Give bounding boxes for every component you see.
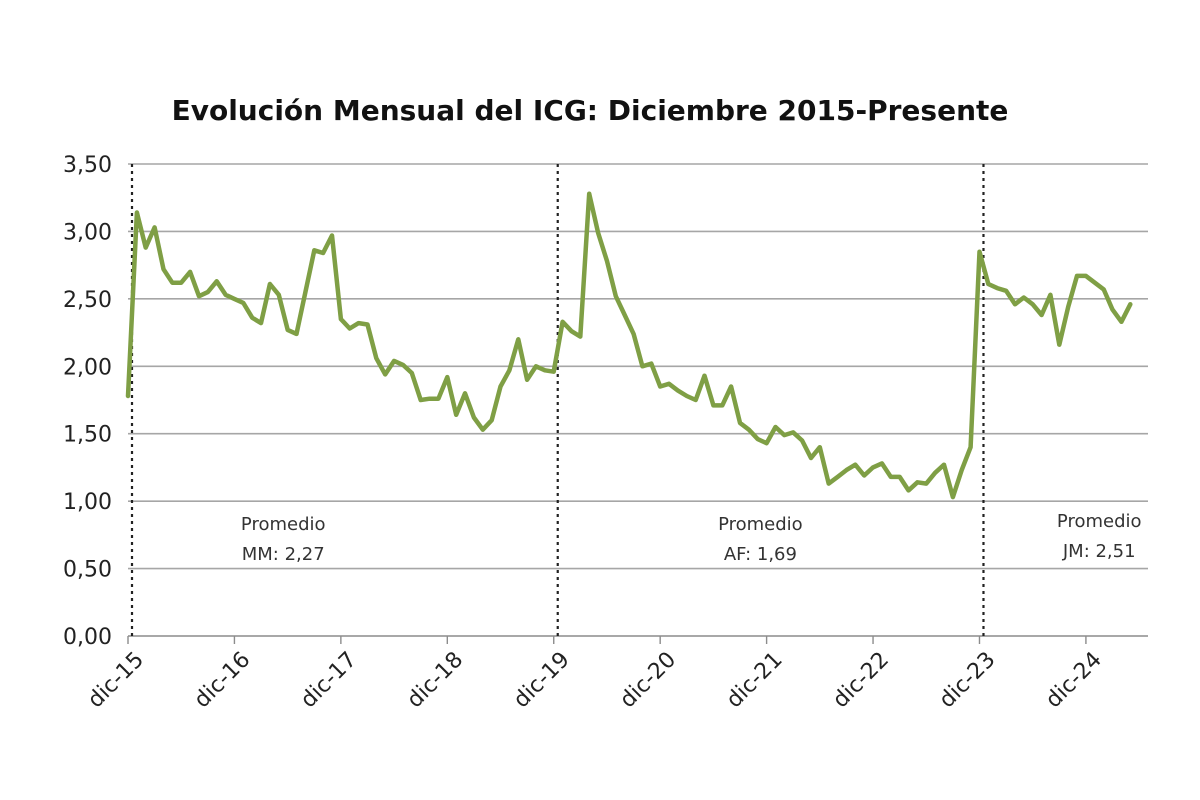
y-tick-label: 3,00 <box>63 220 112 245</box>
y-axis-tick-labels: 0,00 0,50 1,00 1,50 2,00 2,50 3,00 3,50 <box>63 153 112 650</box>
x-tick-label: dic-23 <box>935 647 1001 713</box>
x-tick-label: dic-22 <box>828 647 894 713</box>
x-axis: dic-15 dic-16 dic-17 dic-18 dic-19 dic-20 dic-… <box>83 636 1107 713</box>
y-tick-label: 2,50 <box>63 288 112 313</box>
annotation-label: Promedio <box>241 514 326 535</box>
x-tick-label: dic-15 <box>83 647 149 713</box>
y-tick-label: 0,00 <box>63 625 112 650</box>
series-layer <box>125 191 1133 500</box>
y-tick-label: 1,00 <box>63 490 112 515</box>
x-tick-label: dic-24 <box>1041 647 1107 713</box>
chart-title: Evolución Mensual del ICG: Diciembre 201… <box>172 94 1009 127</box>
annotation-value: AF: 1,69 <box>724 544 797 565</box>
y-tick-label: 0,50 <box>63 558 112 583</box>
period-dividers <box>130 164 985 636</box>
annotation-value: MM: 2,27 <box>242 544 325 565</box>
grid-lines <box>128 163 1148 637</box>
average-annotations: Promedio MM: 2,27 Promedio AF: 1,69 Promedio… <box>241 511 1142 565</box>
x-tick-label: dic-21 <box>722 647 788 713</box>
x-tick-label: dic-16 <box>190 647 256 713</box>
y-tick-label: 1,50 <box>63 423 112 448</box>
x-tick-label: dic-19 <box>509 647 575 713</box>
x-tick-label: dic-18 <box>402 647 468 713</box>
x-tick-label: dic-20 <box>615 647 681 713</box>
x-tick-label: dic-17 <box>296 647 362 713</box>
annotation-label: Promedio <box>1057 511 1142 532</box>
series-line <box>125 191 1133 500</box>
y-tick-label: 3,50 <box>63 153 112 178</box>
annotation-label: Promedio <box>718 514 803 535</box>
y-tick-label: 2,00 <box>63 355 112 380</box>
annotation-value: JM: 2,51 <box>1062 541 1136 562</box>
